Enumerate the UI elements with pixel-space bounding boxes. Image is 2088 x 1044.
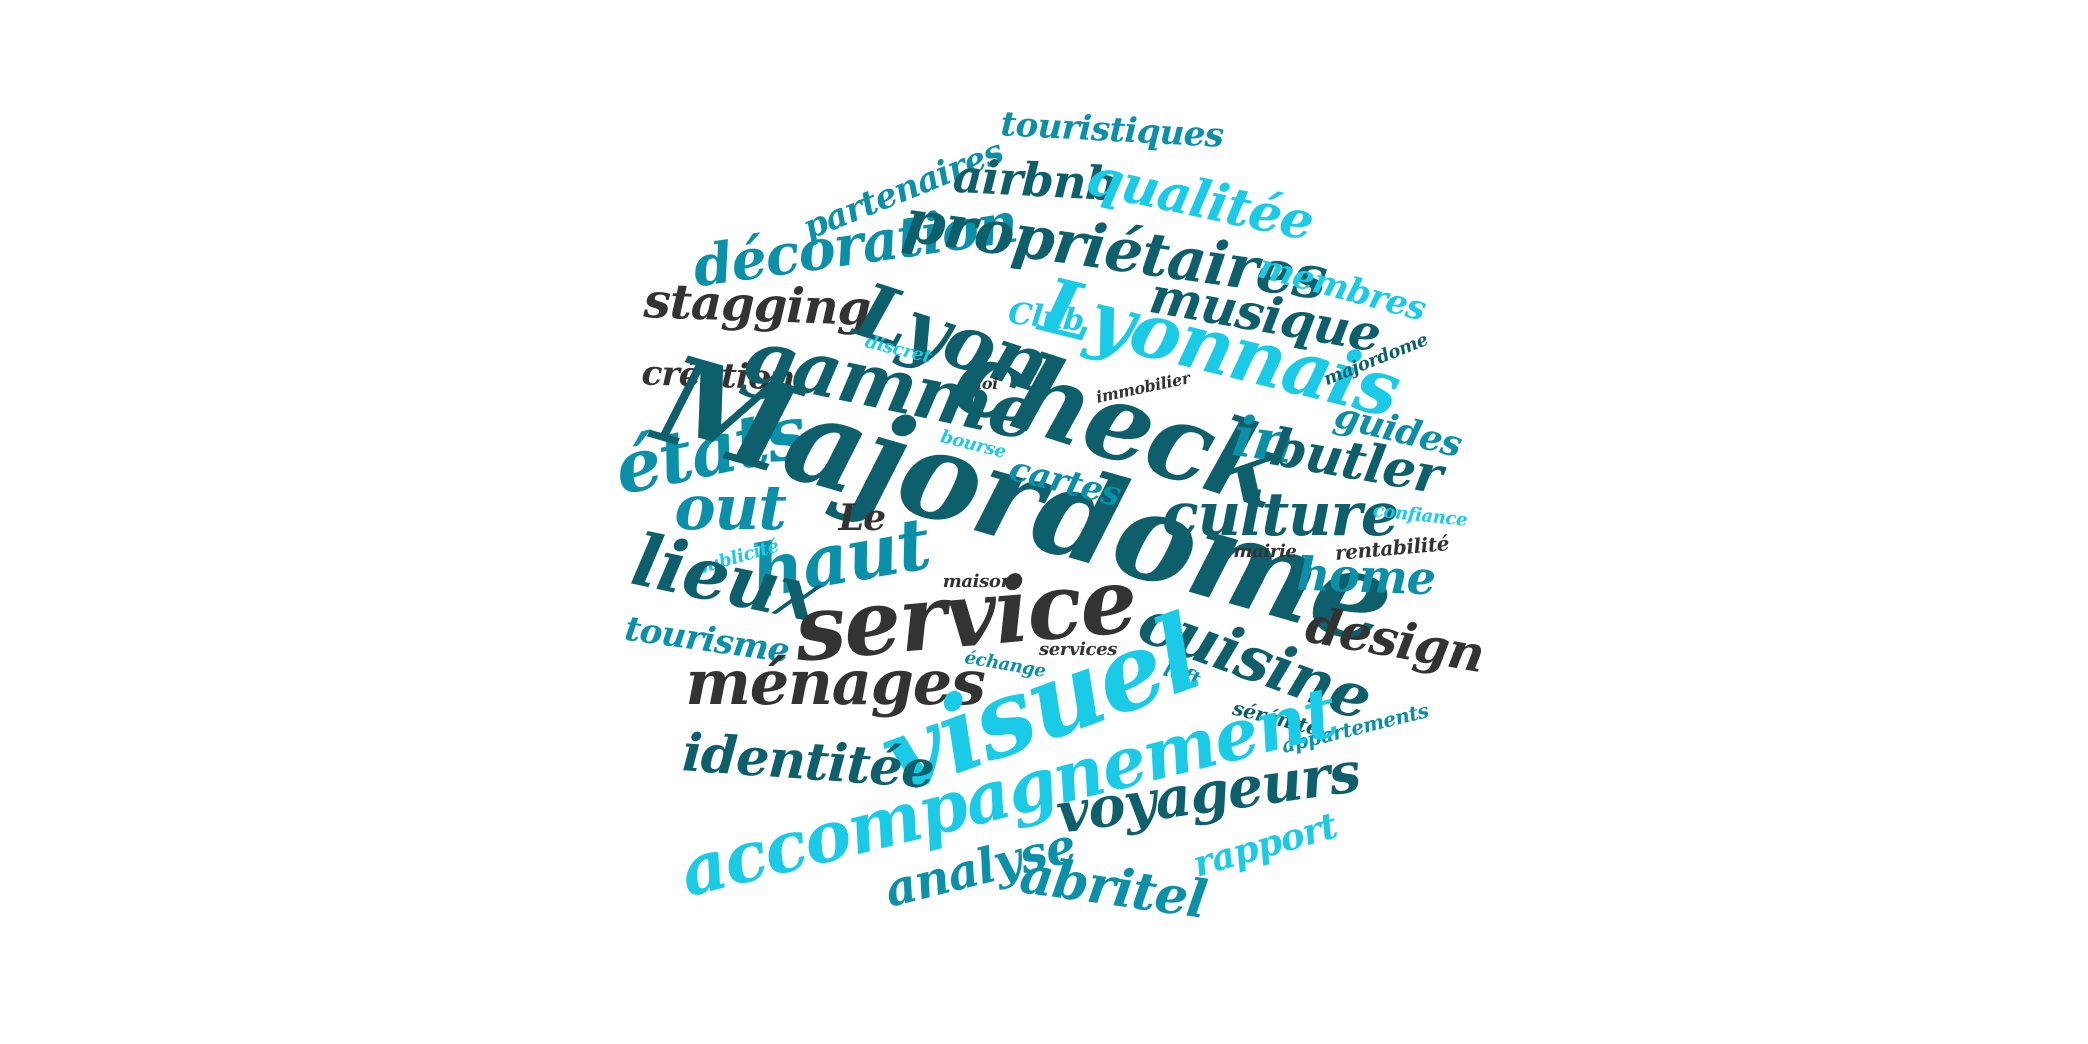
word-home: home	[1295, 546, 1437, 606]
word-touristiques: touristiques	[999, 104, 1225, 156]
word-mairie: mairie	[1233, 541, 1297, 562]
word-maison: maison	[942, 571, 1014, 592]
word-menages: ménages	[685, 646, 986, 719]
word-culture: culture	[1162, 480, 1399, 550]
word-services: services	[1038, 639, 1118, 660]
word-loi: loi	[976, 374, 998, 393]
word-le: Le	[838, 497, 886, 539]
word-out: out	[674, 471, 787, 544]
word-abritel: abritel	[1016, 844, 1210, 931]
